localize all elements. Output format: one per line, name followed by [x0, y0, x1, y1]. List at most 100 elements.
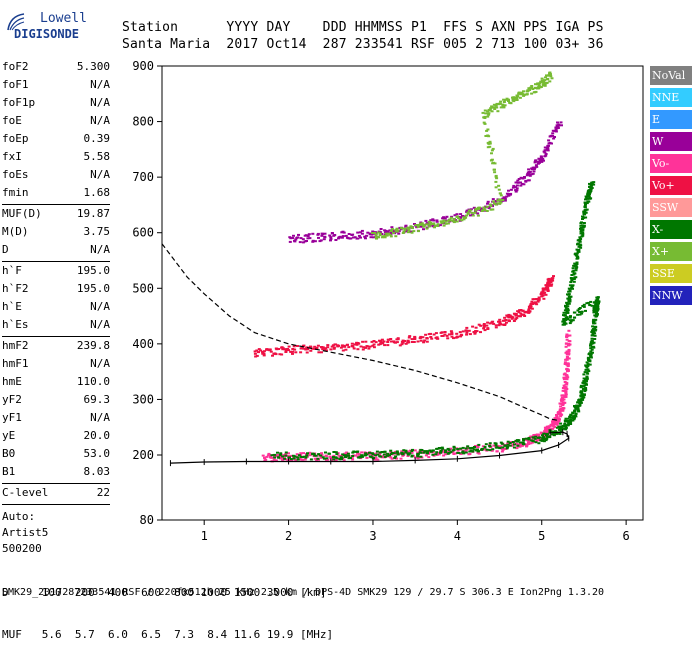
echo-point — [509, 193, 512, 196]
echo-point — [584, 387, 588, 389]
echo-point — [356, 452, 360, 455]
echo-point — [491, 448, 495, 451]
echo-point — [270, 456, 274, 459]
echo-point — [494, 104, 498, 107]
echo-point — [403, 228, 407, 231]
echo-point — [374, 235, 378, 238]
echo-point — [499, 441, 503, 444]
echo-point — [519, 93, 523, 96]
echo-point — [359, 456, 363, 459]
echo-point — [537, 87, 541, 90]
echo-point — [575, 405, 579, 408]
echo-point — [403, 227, 407, 230]
legend-item: NNE — [650, 88, 692, 107]
echo-point — [422, 451, 426, 454]
echo-point — [407, 341, 411, 344]
echo-point — [515, 447, 519, 450]
echo-point — [450, 331, 454, 334]
echo-point — [473, 446, 476, 448]
y-tick-label: 900 — [132, 59, 154, 73]
echo-point — [446, 337, 450, 340]
echo-point — [347, 457, 351, 460]
echo-point — [503, 444, 507, 447]
echo-point — [595, 296, 599, 299]
echo-point — [541, 294, 545, 297]
y-tick-label: 300 — [132, 392, 154, 406]
echo-point — [425, 337, 429, 339]
echo-point — [329, 348, 333, 351]
echo-point — [548, 74, 552, 76]
echo-point — [497, 188, 501, 191]
echo-point — [568, 290, 572, 293]
echo-point — [507, 319, 511, 322]
echo-point — [458, 218, 462, 221]
echo-point — [370, 233, 374, 236]
echo-point — [528, 89, 532, 91]
echo-point — [552, 129, 556, 132]
echo-point — [316, 344, 320, 347]
echo-point — [379, 341, 383, 344]
echo-point — [416, 451, 420, 454]
echo-point — [566, 370, 569, 373]
echo-point — [459, 335, 462, 338]
echo-point — [487, 112, 491, 115]
echo-point — [352, 450, 356, 453]
echo-point — [522, 313, 526, 316]
echo-point — [523, 93, 527, 96]
echo-point — [587, 200, 591, 203]
param-value: 195.0 — [76, 282, 110, 295]
echo-point — [566, 307, 570, 310]
echo-point — [557, 417, 560, 420]
echo-point — [408, 452, 412, 455]
echo-point — [590, 304, 594, 307]
echo-point — [544, 153, 548, 155]
echo-point — [578, 236, 582, 239]
echo-point — [564, 345, 568, 348]
echo-point — [459, 452, 463, 455]
echo-point — [516, 444, 520, 447]
echo-point — [282, 454, 286, 457]
echo-point — [543, 426, 547, 429]
echo-point — [552, 137, 556, 140]
param-value: 5.300 — [76, 60, 110, 73]
echo-point — [423, 224, 427, 227]
echo-point — [485, 129, 489, 132]
echo-point — [486, 200, 490, 203]
echo-point — [299, 351, 303, 354]
echo-point — [408, 335, 412, 338]
legend-item: SSE — [650, 264, 692, 283]
echo-point — [302, 347, 306, 350]
echo-point — [510, 317, 514, 320]
echo-point — [590, 329, 594, 332]
echo-point — [519, 176, 523, 179]
echo-point — [494, 444, 498, 447]
echo-point — [374, 233, 378, 236]
echo-point — [525, 93, 529, 96]
echo-point — [389, 340, 393, 343]
echo-point — [555, 414, 558, 416]
echo-point — [334, 451, 338, 454]
echo-point — [562, 398, 566, 401]
echo-point — [594, 328, 598, 331]
echo-point — [313, 347, 317, 350]
echo-point — [438, 447, 441, 449]
echo-point — [564, 391, 568, 394]
echo-point — [584, 388, 588, 391]
echo-point — [466, 212, 470, 215]
echo-point — [429, 336, 433, 338]
echo-point — [284, 351, 288, 353]
echo-point — [586, 365, 590, 367]
echo-point — [584, 198, 587, 201]
echo-point — [391, 228, 394, 231]
echo-point — [552, 275, 555, 278]
echo-point — [306, 452, 309, 455]
echo-point — [588, 182, 591, 185]
echo-point — [484, 135, 488, 137]
echo-point — [588, 363, 592, 366]
echo-point — [579, 232, 583, 235]
echo-point — [485, 210, 489, 212]
echo-point — [443, 331, 447, 333]
echo-point — [352, 347, 356, 350]
echo-point — [574, 269, 578, 272]
echo-point — [435, 337, 439, 340]
